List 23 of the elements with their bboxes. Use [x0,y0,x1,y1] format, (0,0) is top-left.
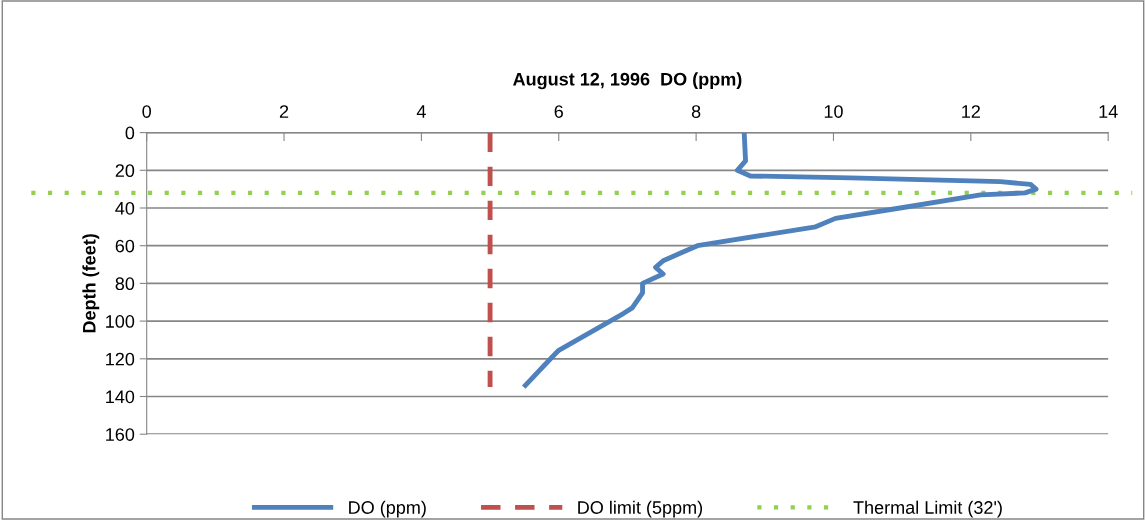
y-tick-label: 40 [115,201,135,215]
legend-label: Thermal Limit (32') [853,500,1002,518]
x-tick-label: 4 [416,105,426,118]
x-tick-label: 8 [691,105,701,118]
y-tick-label: 0 [125,126,135,140]
y-tick-label: 160 [106,428,135,441]
y-tick-label: 20 [115,164,135,178]
x-tick-label: 0 [142,105,151,118]
x-tick-label: 12 [962,105,980,118]
legend-label: DO (ppm) [349,500,426,518]
x-tick-label: 6 [554,105,563,118]
y-axis-title: Depth (feet) [82,234,100,333]
y-tick-label: 100 [106,315,135,328]
y-tick-label: 140 [106,390,135,404]
chart-title: August 12, 1996 DO (ppm) [513,72,742,90]
y-tick-label: 60 [115,239,135,253]
y-tick-label: 120 [106,352,135,366]
x-tick-label: 2 [279,105,289,118]
x-tick-label: 10 [824,105,843,118]
y-tick-label: 80 [115,277,135,291]
line-series [521,132,1039,390]
legend-label: DO limit (5ppm) [578,500,703,518]
x-tick-label: 14 [1099,105,1118,118]
